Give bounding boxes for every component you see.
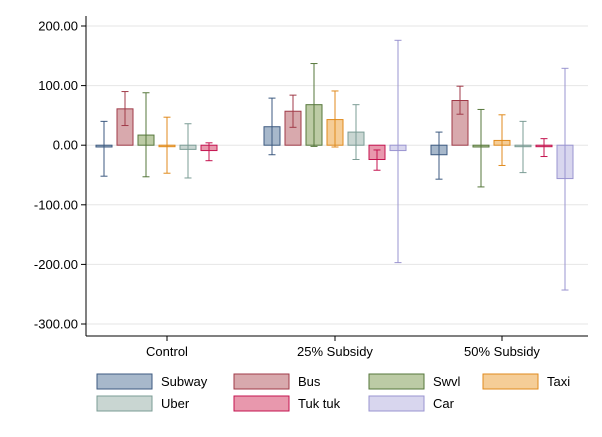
legend-swatch [233, 373, 290, 390]
legend-swatch [482, 373, 539, 390]
x-tick-label: 50% Subsidy [464, 344, 540, 359]
y-tick-label: -300.00 [34, 317, 78, 332]
x-tick-label: Control [146, 344, 188, 359]
legend-label: Uber [161, 396, 190, 411]
legend-label: Car [433, 396, 455, 411]
legend-label: Subway [161, 374, 208, 389]
y-tick-label: -100.00 [34, 197, 78, 212]
legend-swatch [368, 373, 425, 390]
legend-swatch [96, 395, 153, 412]
legend: Subway Bus Swvl Taxi Uber Tuk tuk Car [96, 373, 570, 412]
y-tick-label: 0.00 [53, 138, 78, 153]
plot-area [95, 39, 574, 291]
legend-swatch [233, 395, 290, 412]
legend-label: Taxi [547, 374, 570, 389]
legend-label: Swvl [433, 374, 461, 389]
y-tick-label: 200.00 [38, 19, 78, 34]
legend-swatch [96, 373, 153, 390]
x-tick-label: 25% Subsidy [297, 344, 373, 359]
legend-label: Tuk tuk [298, 396, 341, 411]
y-tick-label: 100.00 [38, 78, 78, 93]
y-tick-label: -200.00 [34, 257, 78, 272]
legend-label: Bus [298, 374, 321, 389]
axes: 200.00 100.00 0.00 -100.00 -200.00 -300.00 Con… [34, 16, 588, 359]
legend-swatch [368, 395, 425, 412]
